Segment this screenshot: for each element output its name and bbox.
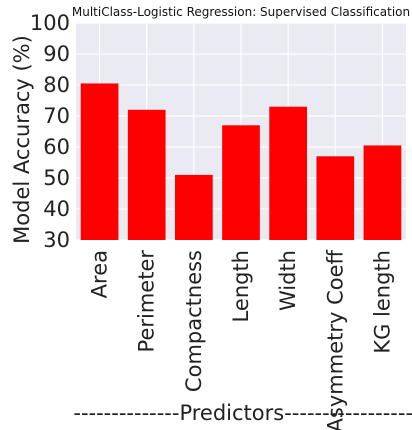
y-axis-label: Model Accuracy (%) [10, 35, 34, 244]
bar-compactness [175, 174, 213, 240]
y-tick-label: 100 [30, 11, 70, 35]
x-tick-label: Compactness [182, 250, 206, 392]
x-tick-label: Perimeter [135, 250, 159, 353]
x-tick-label: Length [229, 250, 253, 322]
x-tick-label: KG length [370, 250, 394, 354]
y-tick-label: 30 [43, 228, 70, 252]
bar-perimeter [127, 109, 166, 240]
x-tick-label: Area [88, 250, 112, 298]
bar-area [80, 83, 119, 240]
y-tick-labels: 30 40 50 60 70 80 90 100 [30, 11, 70, 252]
chart-title: MultiClass-Logistic Regression: Supervis… [72, 5, 410, 19]
y-tick-label: 90 [43, 42, 70, 66]
y-tick-label: 70 [43, 104, 70, 128]
bar-kg-length [363, 145, 402, 240]
bar-length [222, 125, 260, 240]
x-tick-label: Width [276, 250, 300, 311]
y-tick-label: 50 [43, 166, 70, 190]
bar-asymmetry-coeff [316, 156, 355, 240]
y-tick-label: 40 [43, 197, 70, 221]
x-axis-label: --------------Predictors----------------… [73, 401, 412, 425]
y-tick-label: 80 [43, 73, 70, 97]
x-tick-labels: Area Perimeter Compactness Length Width Asymm… [88, 249, 395, 430]
bar-width [269, 106, 307, 240]
x-tick-label: Asymmetry Coeff [323, 249, 347, 430]
bars [80, 83, 402, 240]
y-tick-label: 60 [43, 135, 70, 159]
